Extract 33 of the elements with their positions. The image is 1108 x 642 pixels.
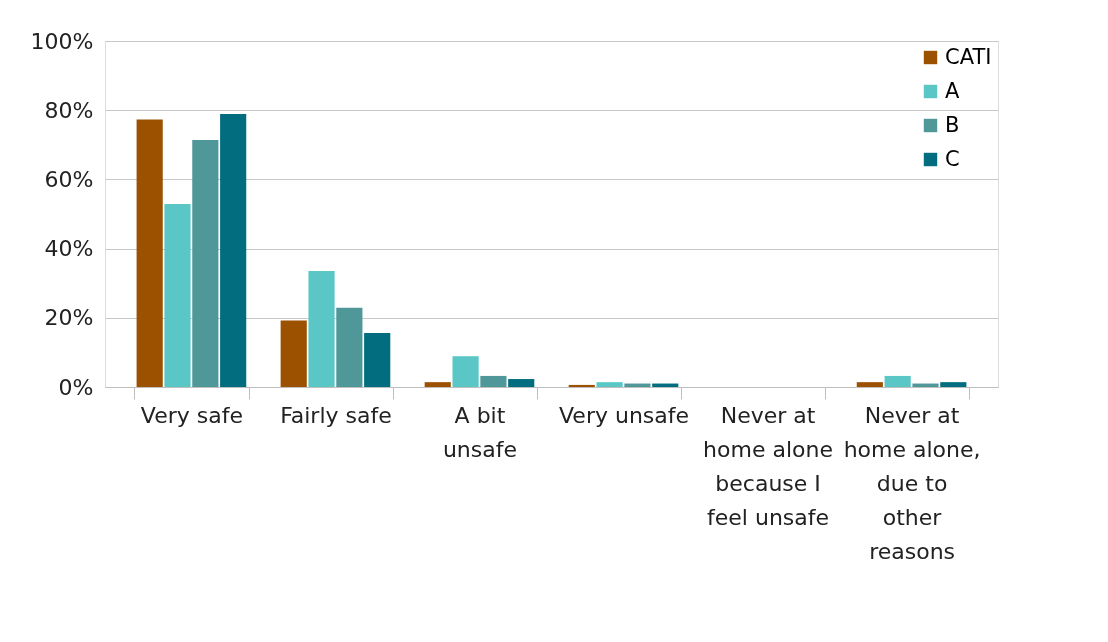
y-tick-label: 40%: [44, 236, 94, 262]
bar: [308, 271, 335, 387]
x-tick-label: Never at home alone, due to other reasons: [843, 402, 981, 564]
bar: [568, 384, 595, 387]
x-tick-label: Fairly safe: [280, 402, 392, 428]
y-tick-label: 100%: [30, 28, 94, 54]
bar: [136, 119, 163, 387]
legend-label: C: [945, 146, 960, 171]
bar: [280, 320, 307, 387]
bar: [940, 382, 967, 387]
bar: [884, 375, 911, 387]
legend-label: A: [945, 78, 960, 103]
bar: [336, 307, 363, 387]
bar: [596, 382, 623, 387]
bar: [856, 382, 883, 387]
x-tick-label: Never at home alone because I feel unsafe: [703, 402, 833, 530]
bar: [508, 379, 535, 387]
x-tick-label: Very unsafe: [558, 402, 690, 428]
legend-label: CATI: [945, 44, 992, 69]
bar: [480, 375, 507, 387]
y-tick-label: 0%: [58, 374, 94, 400]
x-tick-label: Very safe: [140, 402, 244, 428]
bar: [424, 382, 451, 387]
bar: [164, 203, 191, 387]
bar: [364, 333, 391, 387]
y-tick-label: 20%: [44, 305, 94, 331]
x-tick-label: A bit unsafe: [442, 402, 518, 462]
y-tick-label: 80%: [44, 97, 94, 123]
y-tick-label: 60%: [44, 166, 94, 192]
legend-label: B: [945, 112, 960, 137]
bar: [192, 139, 219, 387]
bar: [452, 356, 479, 387]
bar: [220, 114, 247, 387]
